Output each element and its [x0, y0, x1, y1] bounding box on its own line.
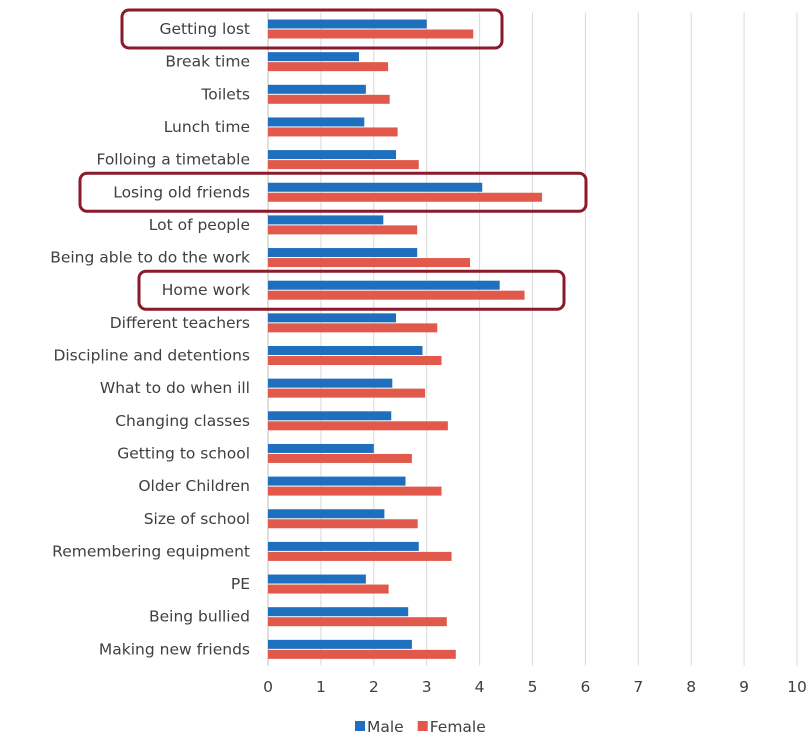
- category-label: Being able to do the work: [50, 249, 250, 267]
- bar-male-17: [268, 574, 366, 584]
- bar-female-14: [268, 486, 442, 496]
- bar-male-0: [268, 19, 427, 29]
- category-label: Home work: [162, 281, 250, 299]
- category-label: Making new friends: [99, 640, 250, 658]
- bar-female-0: [268, 29, 474, 39]
- category-label: Losing old friends: [113, 183, 250, 201]
- bar-male-9: [268, 313, 397, 323]
- category-label: Break time: [165, 53, 250, 71]
- legend-label-male: Male: [367, 718, 404, 736]
- category-label: Changing classes: [115, 412, 250, 430]
- bar-male-1: [268, 52, 359, 62]
- bar-female-17: [268, 584, 389, 594]
- category-label: Remembering equipment: [52, 542, 250, 560]
- category-label: Being bullied: [149, 608, 250, 626]
- bar-female-19: [268, 649, 456, 659]
- bar-female-12: [268, 421, 448, 431]
- bar-male-4: [268, 150, 397, 160]
- highlight-box: [78, 171, 588, 213]
- bar-female-6: [268, 225, 418, 235]
- bar-female-10: [268, 356, 442, 365]
- category-label: What to do when ill: [100, 379, 250, 397]
- legend-swatch-male: [355, 721, 365, 731]
- bar-male-8: [268, 280, 500, 290]
- bar-male-3: [268, 117, 365, 127]
- bar-female-9: [268, 323, 438, 333]
- category-label: Lot of people: [149, 216, 250, 234]
- bar-male-18: [268, 607, 409, 617]
- legend: Male Female: [355, 718, 486, 736]
- bar-female-8: [268, 290, 525, 300]
- x-tick-label: 4: [475, 678, 485, 696]
- x-tick-label: 1: [316, 678, 326, 696]
- bar-male-12: [268, 411, 392, 421]
- x-tick-label: 7: [633, 678, 643, 696]
- bar-female-4: [268, 160, 419, 170]
- category-label: Discipline and detentions: [53, 347, 250, 365]
- bars: [268, 19, 543, 659]
- highlight-box: [120, 8, 504, 50]
- category-label: Lunch time: [164, 118, 250, 136]
- bar-male-15: [268, 509, 385, 519]
- gridlines: [267, 12, 798, 666]
- bar-female-2: [268, 94, 390, 104]
- category-label: Folloing a timetable: [96, 151, 250, 169]
- bar-female-13: [268, 453, 412, 463]
- bar-male-7: [268, 248, 418, 258]
- bar-female-18: [268, 617, 447, 627]
- bar-male-10: [268, 346, 423, 355]
- category-label: Size of school: [144, 510, 250, 528]
- category-label: Different teachers: [110, 314, 250, 332]
- bar-male-5: [268, 182, 483, 192]
- category-label: PE: [231, 575, 250, 593]
- category-label: Getting to school: [117, 444, 250, 462]
- bar-female-15: [268, 519, 418, 529]
- bar-male-11: [268, 378, 393, 388]
- x-tick-label: 10: [787, 678, 807, 696]
- bar-female-7: [268, 258, 471, 268]
- x-axis-tick-labels: 0 1 2 3 4 5 6 7 8 9 10: [263, 678, 807, 696]
- bar-female-5: [268, 192, 543, 202]
- category-labels: Getting lost Break time Toilets Lunch time F…: [50, 20, 250, 658]
- x-tick-label: 8: [686, 678, 696, 696]
- x-tick-label: 2: [369, 678, 379, 696]
- bar-female-11: [268, 388, 426, 398]
- category-label: Older Children: [138, 477, 250, 495]
- x-tick-label: 5: [528, 678, 538, 696]
- bar-male-19: [268, 639, 412, 649]
- legend-label-female: Female: [430, 718, 486, 736]
- category-label: Getting lost: [159, 20, 250, 38]
- x-tick-label: 6: [580, 678, 590, 696]
- legend-swatch-female: [417, 721, 428, 731]
- bar-male-16: [268, 541, 419, 551]
- bar-male-13: [268, 443, 374, 453]
- x-tick-label: 3: [422, 678, 432, 696]
- bar-female-3: [268, 127, 398, 137]
- bar-male-2: [268, 84, 366, 94]
- highlight-boxes: [78, 8, 588, 311]
- highlight-box: [137, 269, 566, 311]
- x-tick-label: 0: [263, 678, 273, 696]
- bar-male-6: [268, 215, 384, 225]
- bar-male-14: [268, 476, 406, 486]
- bar-female-1: [268, 62, 389, 72]
- bar-female-16: [268, 551, 452, 561]
- x-tick-label: 9: [739, 678, 749, 696]
- category-label: Toilets: [200, 85, 250, 103]
